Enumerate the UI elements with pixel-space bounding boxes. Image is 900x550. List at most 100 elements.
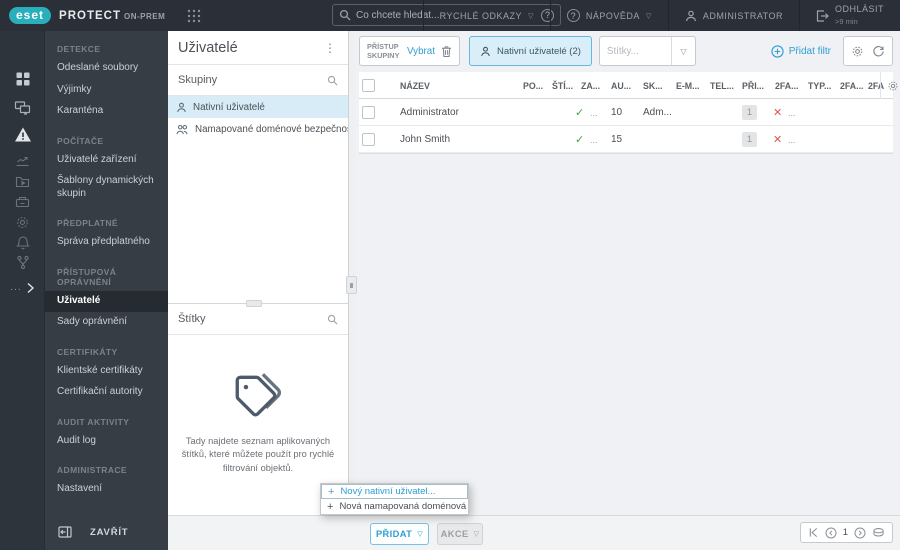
active-filter-chip[interactable]: Nativní uživatelé (2) (468, 36, 592, 66)
computers-icon[interactable] (0, 100, 45, 116)
collapse-menu-button[interactable]: ZAVŘÍT (45, 514, 168, 550)
nav-item-uzivatele-zarizeni[interactable]: Uživatelé zařízení (57, 153, 137, 165)
nav-item-odeslane-soubory[interactable]: Odeslané soubory (57, 62, 139, 73)
col-sti[interactable]: ŠTÍ... (552, 80, 574, 91)
status-overview-icon[interactable] (0, 255, 45, 270)
nav-section-administrace: ADMINISTRACE (57, 465, 127, 475)
quick-links-menu[interactable]: RYCHLÉ ODKAZY ▽ (422, 0, 550, 31)
col-sk[interactable]: SK... (643, 80, 663, 91)
panel-menu-icon[interactable]: ⋮ (324, 40, 336, 55)
policies-icon[interactable] (0, 215, 45, 230)
tags-panel: Štítky Tady najdete seznam aplikovaných … (168, 300, 348, 550)
pagination: 1 (799, 522, 893, 543)
horizontal-splitter-handle[interactable] (246, 300, 262, 307)
brand: eset PROTECT ON-PREM (0, 7, 201, 24)
trash-icon[interactable] (441, 45, 452, 58)
add-filter-button[interactable]: Přidat filtr (771, 44, 831, 58)
product-name: PROTECT ON-PREM (59, 9, 166, 22)
nav-item-sady-opravneni[interactable]: Sady oprávnění (57, 316, 128, 327)
col-2fa-1[interactable]: 2FA... (775, 80, 799, 91)
vertical-splitter-handle[interactable] (346, 276, 357, 294)
help-menu[interactable]: ? NÁPOVĚDA ▽ (549, 0, 668, 31)
col-au[interactable]: AU... (611, 80, 632, 91)
plus-circle-icon (771, 44, 784, 58)
add-button[interactable]: PŘIDAT ▽ (370, 523, 429, 545)
next-page-icon[interactable] (854, 527, 866, 539)
col-za[interactable]: ZA... (581, 80, 601, 91)
nav-item-nastaveni[interactable]: Nastavení (57, 483, 103, 494)
tags-empty-state: Tady najdete seznam aplikovaných štítků,… (168, 367, 348, 475)
select-all-checkbox[interactable] (362, 79, 375, 92)
tasks-icon[interactable] (0, 175, 45, 188)
user-icon (176, 102, 187, 113)
user-icon (480, 46, 491, 57)
nav-item-karantena[interactable]: Karanténa (57, 105, 104, 116)
table-header-row: NÁZEV PO... ŠTÍ... ZA... AU... SK... E-M… (359, 72, 898, 99)
col-2fa-2[interactable]: 2FA... (840, 80, 864, 91)
detections-icon[interactable] (0, 126, 45, 143)
actions-button[interactable]: AKCE ▽ (437, 523, 483, 545)
sessions-badge: 1 (742, 132, 757, 147)
refresh-icon[interactable] (872, 45, 885, 58)
group-item-mapped-domain-groups[interactable]: Namapované doménové bezpečnostní skupiny (168, 118, 348, 140)
tags-subheader: Štítky (168, 304, 348, 335)
page-size-icon[interactable] (872, 527, 885, 538)
nav-item-certifikacni-autority[interactable]: Certifikační autority (57, 386, 143, 397)
nav-section-predplatne: PŘEDPLATNÉ (57, 218, 118, 228)
search-input[interactable] (356, 9, 536, 21)
dashboard-icon[interactable] (0, 71, 45, 87)
add-dropdown-menu: + Nový nativní uživatel... + Nová namapo… (320, 483, 469, 515)
settings-gear-icon[interactable] (851, 45, 864, 58)
first-page-icon[interactable] (808, 527, 819, 538)
app-grid-icon[interactable] (187, 9, 201, 23)
col-tel[interactable]: TEL... (710, 80, 734, 91)
groups-subheader: Skupiny (168, 65, 348, 96)
user-name: John Smith (400, 134, 451, 145)
nav-item-audit-log[interactable]: Audit log (57, 434, 96, 446)
nav-item-sablony[interactable]: Šablony dynamických skupin (57, 175, 154, 199)
groups-search-icon[interactable] (327, 75, 338, 86)
col-pri[interactable]: PŘI... (742, 80, 764, 91)
nav-item-sprava-predplatneho[interactable]: Správa předplatného (57, 236, 150, 247)
notifications-icon[interactable] (0, 235, 45, 250)
col-po[interactable]: PO... (523, 80, 544, 91)
groups-panel-header: Uživatelé ⋮ (168, 31, 348, 65)
prev-page-icon[interactable] (825, 527, 837, 539)
nav-section-pristupova-opravneni: PŘÍSTUPOVÁ OPRÁVNĚNÍ (57, 266, 117, 287)
col-em[interactable]: E-M... (676, 80, 700, 91)
logout-timer: >9 min (834, 16, 858, 26)
access-group-label: PŘÍSTUP SKUPINY (367, 41, 400, 60)
nav-item-klientske-certifikaty[interactable]: Klientské certifikáty (57, 364, 143, 376)
logout-button[interactable]: ODHLÁSIT >9 min (798, 0, 900, 31)
tags-search-icon[interactable] (327, 314, 338, 325)
reports-icon[interactable] (0, 153, 45, 167)
menu-item-new-mapped-domain-group[interactable]: + Nová namapovaná doménová be... (327, 500, 468, 513)
table-row-john-smith[interactable]: John Smith ✓ ... 15 1 ✕ ... (359, 126, 893, 153)
row-checkbox[interactable] (362, 133, 375, 146)
plus-icon: + (327, 500, 334, 513)
user-menu[interactable]: ADMINISTRATOR (667, 0, 799, 31)
chevron-right-icon (27, 282, 34, 294)
menu-item-new-native-user[interactable]: + Nový nativní uživatel... (321, 484, 468, 499)
table-settings-icon[interactable] (880, 72, 899, 99)
col-2fa-3[interactable]: 2FA (868, 80, 885, 91)
group-item-native-users[interactable]: Nativní uživatelé (168, 96, 348, 118)
table-row-administrator[interactable]: Administrator ✓ ... 10 Adm... 1 ✕ ... (359, 99, 893, 126)
tags-dropdown-icon[interactable]: ▽ (670, 37, 695, 65)
select-group-button[interactable]: Vybrat (407, 45, 435, 57)
search-icon (339, 9, 351, 21)
search-help-icon[interactable]: ? (541, 8, 554, 22)
col-nazev[interactable]: NÁZEV (400, 80, 430, 91)
rail-expand-button[interactable]: ... (0, 277, 45, 299)
nav-item-uzivatele[interactable]: Uživatelé (45, 290, 168, 312)
global-search: ? (332, 4, 561, 26)
nav-item-vyjimky[interactable]: Výjimky (57, 83, 92, 95)
table-tools (843, 36, 893, 66)
tags-filter-input[interactable] (599, 45, 671, 57)
users-table: NÁZEV PO... ŠTÍ... ZA... AU... SK... E-M… (359, 72, 898, 154)
col-typ[interactable]: TYP... (808, 80, 832, 91)
installers-icon[interactable] (0, 195, 45, 208)
row-checkbox[interactable] (362, 106, 375, 119)
chevron-down-icon: ▽ (417, 531, 424, 538)
